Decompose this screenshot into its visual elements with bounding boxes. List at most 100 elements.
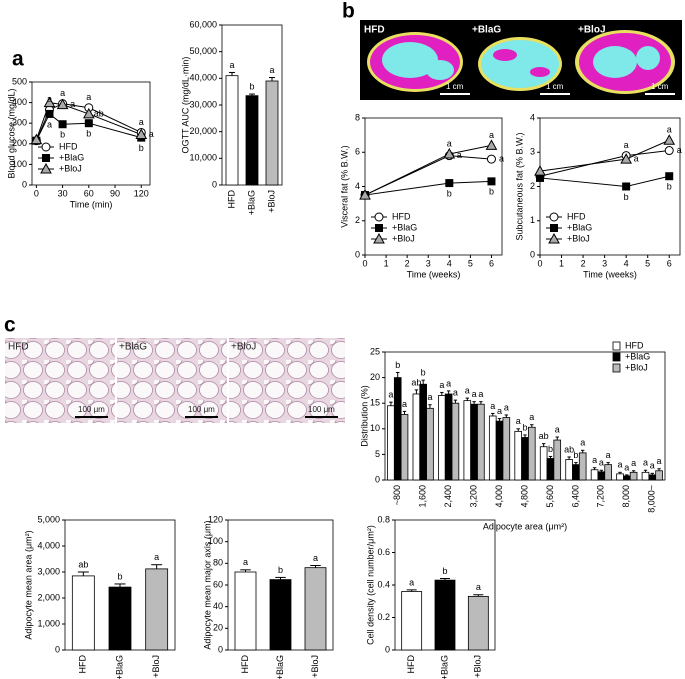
- y-axis-label: Adipocyte mean area (μm²): [23, 530, 33, 639]
- bar: [477, 403, 485, 481]
- bar: [412, 393, 421, 481]
- x-tick-label: HFD: [240, 655, 250, 674]
- legend-marker: [42, 154, 50, 162]
- panel-label: b: [342, 0, 355, 23]
- y-tick-label: 120: [208, 514, 223, 524]
- significance-letter: a: [624, 462, 629, 472]
- significance-letter: a: [149, 129, 154, 139]
- x-tick-label: +BloJ: [310, 655, 320, 678]
- bar: [572, 464, 580, 481]
- significance-letter: b: [117, 571, 122, 581]
- bar: [502, 417, 511, 481]
- legend-label: +BlaG: [59, 152, 84, 162]
- x-tick-label: +BloJ: [151, 655, 161, 678]
- significance-letter: ab: [539, 431, 549, 441]
- significance-letter: b: [548, 444, 553, 454]
- legend-swatch: [612, 363, 621, 373]
- y-tick-label: 0: [385, 644, 390, 654]
- legend-label: HFD: [625, 340, 644, 350]
- legend-marker: [373, 232, 385, 244]
- ct-image: [367, 32, 463, 92]
- significance-letter: a: [388, 390, 393, 400]
- x-tick-label: 3,200: [468, 485, 478, 508]
- marker: [84, 119, 93, 128]
- y-tick-label: 3: [530, 147, 535, 157]
- x-axis-label: Time (min): [70, 199, 113, 209]
- bar: [553, 439, 562, 481]
- legend-label: +BloJ: [567, 233, 590, 243]
- y-tick-label: 20: [370, 372, 380, 382]
- image-label: +BlaG: [472, 25, 501, 36]
- x-tick-label: 3: [426, 258, 431, 268]
- histology-image: [117, 338, 227, 423]
- bar: [590, 469, 599, 481]
- x-axis-label: Time (weeks): [407, 269, 461, 279]
- y-tick-label: 5,000: [37, 514, 60, 524]
- legend-marker: [374, 212, 384, 222]
- y-axis-label: Blood glucose (mg/dL): [6, 88, 16, 178]
- bar: [419, 383, 427, 481]
- bar: [565, 459, 573, 481]
- x-tick-label: 90: [110, 188, 120, 198]
- legend-marker: [375, 224, 383, 232]
- bar: [400, 414, 409, 481]
- bar: [145, 568, 169, 651]
- bar: [225, 75, 239, 186]
- ct-image: [478, 37, 562, 91]
- ct-image: [575, 30, 675, 94]
- bar: [495, 420, 504, 481]
- bar: [539, 446, 548, 481]
- significance-letter: a: [70, 99, 75, 109]
- y-tick-label: 80: [213, 558, 223, 568]
- series-line: [539, 139, 670, 172]
- significance-letter: a: [402, 399, 407, 409]
- significance-letter: a: [478, 389, 483, 399]
- significance-letter: ab: [94, 108, 104, 118]
- significance-letter: a: [154, 552, 159, 562]
- plot-frame: [364, 117, 503, 256]
- histology-image: [5, 338, 115, 423]
- image-label: +BloJ: [231, 342, 256, 353]
- plot-frame: [31, 81, 151, 186]
- x-tick-label: 4,800: [519, 485, 529, 508]
- x-tick-label: 4: [447, 258, 452, 268]
- significance-letter: a: [516, 416, 521, 426]
- legend-label: +BloJ: [392, 233, 415, 243]
- scale-bar-label: 100 μm: [308, 405, 335, 414]
- y-tick-label: 0: [355, 249, 360, 259]
- significance-letter: a: [229, 60, 234, 70]
- marker: [58, 120, 67, 129]
- y-tick-label: 4,000: [37, 540, 60, 550]
- legend-label: HFD: [59, 141, 78, 151]
- significance-letter: a: [490, 401, 495, 411]
- bar: [71, 575, 95, 651]
- significance-letter: a: [446, 378, 451, 388]
- y-tick-label: 2: [355, 215, 360, 225]
- y-tick-label: 0.2: [377, 612, 390, 622]
- series-line: [364, 180, 492, 196]
- x-tick-label: 0: [537, 258, 542, 268]
- bar: [623, 475, 631, 481]
- x-tick-label: 0: [34, 188, 39, 198]
- y-tick-label: 300: [12, 118, 27, 128]
- y-tick-label: 100: [208, 536, 223, 546]
- x-tick-label: 0: [362, 258, 367, 268]
- y-tick-label: 2: [530, 181, 535, 191]
- significance-letter: a: [476, 582, 481, 592]
- y-axis-label: OGTT AUC (mg/dL·min): [180, 57, 190, 154]
- histology-images: HFD +BlaG +BloJ 100 μm 100 μm 100 μm: [5, 338, 345, 423]
- significance-letter: a: [60, 88, 65, 98]
- marker: [359, 189, 371, 200]
- significance-letter: a: [529, 412, 534, 422]
- significance-letter: a: [667, 125, 672, 135]
- bar: [234, 571, 257, 651]
- marker: [486, 154, 496, 164]
- marker: [665, 172, 674, 181]
- y-tick-label: 40: [213, 601, 223, 611]
- legend-swatch: [612, 341, 621, 351]
- y-axis-label: Distribution (%): [359, 385, 369, 447]
- x-tick-label: 1: [384, 258, 389, 268]
- significance-letter: ab: [564, 444, 574, 454]
- y-tick-label: 10,000: [189, 153, 217, 163]
